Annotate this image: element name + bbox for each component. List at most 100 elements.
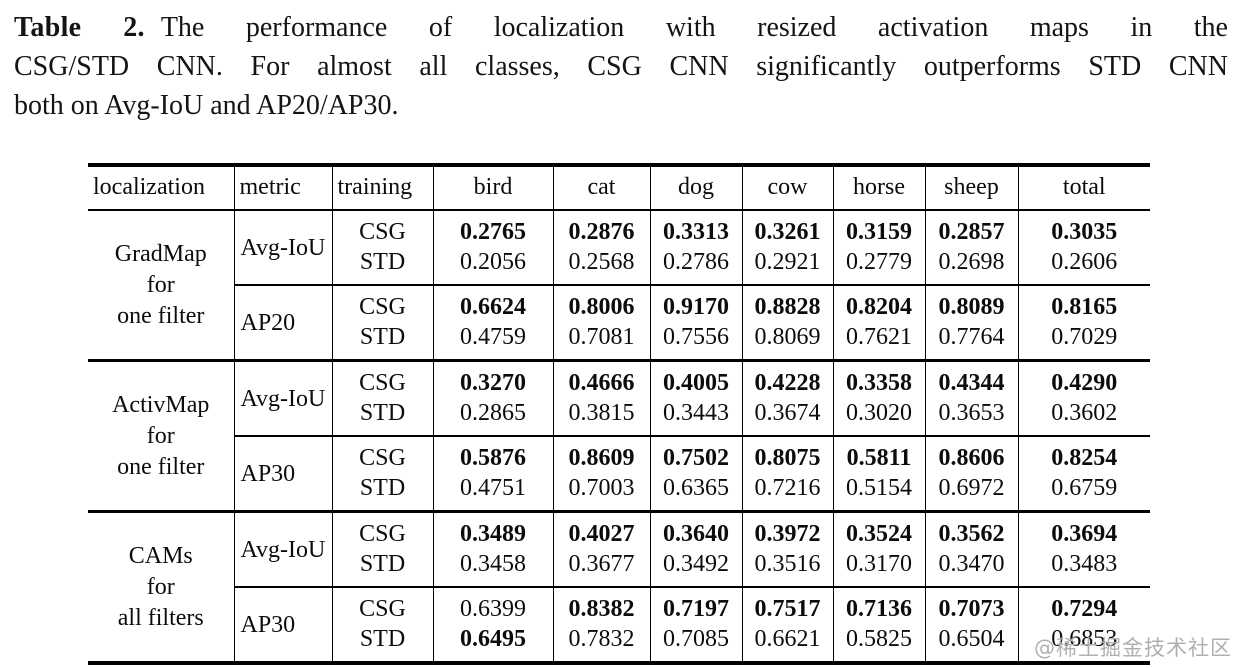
value-cell: 0.2786 (650, 247, 743, 285)
value-cell: 0.3694 (1018, 510, 1150, 549)
value-cell: 0.8006 (553, 284, 651, 322)
value-cell: 0.5876 (433, 435, 554, 473)
value-cell: 0.7216 (742, 473, 834, 512)
row-cams-ap30-std: STD 0.6495 0.7832 0.7085 0.6621 0.5825 0… (88, 624, 1150, 663)
loc-line: one filter (117, 453, 205, 480)
value-cell: 0.9170 (650, 284, 743, 322)
metric-cell: Avg-IoU (234, 359, 333, 436)
results-table: localization metric training bird cat do… (88, 163, 1150, 665)
caption-line-3: both on Avg-IoU and AP20/AP30. (14, 90, 399, 121)
value-cell: 0.6972 (925, 473, 1019, 512)
col-header-sheep: sheep (925, 165, 1019, 211)
training-cell: STD (332, 247, 434, 285)
value-cell: 0.3170 (833, 549, 926, 587)
value-cell: 0.3159 (833, 210, 926, 247)
value-cell: 0.7556 (650, 322, 743, 361)
training-cell: STD (332, 624, 434, 663)
value-cell: 0.8382 (553, 586, 651, 624)
col-header-training: training (332, 165, 434, 211)
value-cell: 0.3602 (1051, 400, 1118, 426)
training-cell: CSG (332, 210, 434, 247)
value-cell: 0.6504 (925, 624, 1019, 663)
value-cell: 0.4228 (742, 359, 834, 398)
value-cell: 0.2857 (925, 210, 1019, 247)
value-cell: 0.2865 (433, 398, 554, 436)
loc-line: for (146, 422, 175, 449)
metric-cell: Avg-IoU (234, 210, 333, 285)
value-cell: 0.6759 (1051, 475, 1118, 501)
value-cell: 0.2698 (925, 247, 1019, 285)
group-gradmap: GradMap for one filter Avg-IoU CSG 0.276… (88, 210, 1150, 361)
loc-line: GradMap (114, 240, 207, 267)
value-cell: 0.8069 (742, 322, 834, 361)
row-activmap-ap30-csg: AP30 CSG 0.5876 0.8609 0.7502 0.8075 0.5… (88, 435, 1150, 512)
value-cell: 0.6621 (742, 624, 834, 663)
table-caption: Table 2. The performance of localization … (14, 8, 1228, 125)
value-cell: 0.3562 (925, 510, 1019, 549)
value-cell: 0.3524 (833, 510, 926, 549)
value-cell: 0.7003 (553, 473, 651, 512)
value-cell: 0.3458 (433, 549, 554, 587)
value-cell: 0.2765 (433, 210, 554, 247)
value-cell: 0.7136 (833, 586, 926, 624)
value-cell: 0.5154 (833, 473, 926, 512)
value-cell: 0.3677 (553, 549, 651, 587)
col-header-metric: metric (234, 165, 333, 211)
value-cell: 0.6399 (433, 586, 554, 624)
value-cell: 0.6624 (433, 284, 554, 322)
value-cell: 0.3261 (742, 210, 834, 247)
training-cell: STD (332, 322, 434, 361)
row-gradmap-avgiou-std: STD 0.2056 0.2568 0.2786 0.2921 0.2779 0… (88, 247, 1150, 285)
value-cell: 0.8204 (833, 284, 926, 322)
col-header-total: total (1018, 165, 1150, 211)
value-cell: 0.6853 (1051, 626, 1118, 652)
group-cams: CAMs for all filters Avg-IoU CSG 0.3489 … (88, 510, 1150, 663)
row-gradmap-ap20-csg: AP20 CSG 0.6624 0.8006 0.9170 0.8828 0.8… (88, 284, 1150, 361)
value-cell: 0.8089 (925, 284, 1019, 322)
value-cell: 0.3674 (742, 398, 834, 436)
col-header-dog: dog (650, 165, 743, 211)
localization-cell-activmap: ActivMap for one filter (88, 359, 235, 512)
value-cell: 0.7294 (1018, 586, 1150, 624)
metric-cell: AP30 (234, 435, 333, 512)
value-cell: 0.2921 (742, 247, 834, 285)
value-cell: 0.6495 (433, 624, 554, 663)
training-cell: CSG (332, 510, 434, 549)
group-activmap: ActivMap for one filter Avg-IoU CSG 0.32… (88, 359, 1150, 512)
value-cell: 0.7081 (553, 322, 651, 361)
row-gradmap-ap20-std: STD 0.4759 0.7081 0.7556 0.8069 0.7621 0… (88, 322, 1150, 361)
value-cell: 0.2056 (433, 247, 554, 285)
metric-cell: AP20 (234, 284, 333, 361)
row-gradmap-avgiou-csg: GradMap for one filter Avg-IoU CSG 0.276… (88, 210, 1150, 361)
value-cell: 0.3640 (650, 510, 743, 549)
training-cell: STD (332, 549, 434, 587)
value-cell: 0.3492 (650, 549, 743, 587)
localization-cell-gradmap: GradMap for one filter (88, 210, 235, 361)
value-cell: 0.3815 (553, 398, 651, 436)
training-cell: CSG (332, 359, 434, 398)
loc-line: CAMs (128, 542, 193, 569)
col-header-cat: cat (553, 165, 651, 211)
metric-cell: AP30 (234, 586, 333, 663)
value-cell: 0.8075 (742, 435, 834, 473)
value-cell: 0.3020 (833, 398, 926, 436)
value-cell: 0.7029 (1051, 324, 1118, 350)
value-cell: 0.4344 (925, 359, 1019, 398)
row-cams-ap30-csg: AP30 CSG 0.6399 0.8382 0.7197 0.7517 0.7… (88, 586, 1150, 663)
value-cell: 0.3443 (650, 398, 743, 436)
caption-line-1: Table 2. The performance of localization … (14, 8, 1228, 47)
row-activmap-ap30-std: STD 0.4751 0.7003 0.6365 0.7216 0.5154 0… (88, 473, 1150, 512)
value-cell: 0.7502 (650, 435, 743, 473)
value-cell: 0.3972 (742, 510, 834, 549)
value-cell: 0.2779 (833, 247, 926, 285)
loc-line: for (146, 573, 175, 600)
value-cell: 0.8609 (553, 435, 651, 473)
value-cell: 0.6365 (650, 473, 743, 512)
value-cell: 0.2606 (1051, 249, 1118, 275)
value-cell: 0.3516 (742, 549, 834, 587)
value-cell: 0.3470 (925, 549, 1019, 587)
col-header-cow: cow (742, 165, 834, 211)
value-cell: 0.3489 (433, 510, 554, 549)
col-header-horse: horse (833, 165, 926, 211)
value-cell: 0.3358 (833, 359, 926, 398)
